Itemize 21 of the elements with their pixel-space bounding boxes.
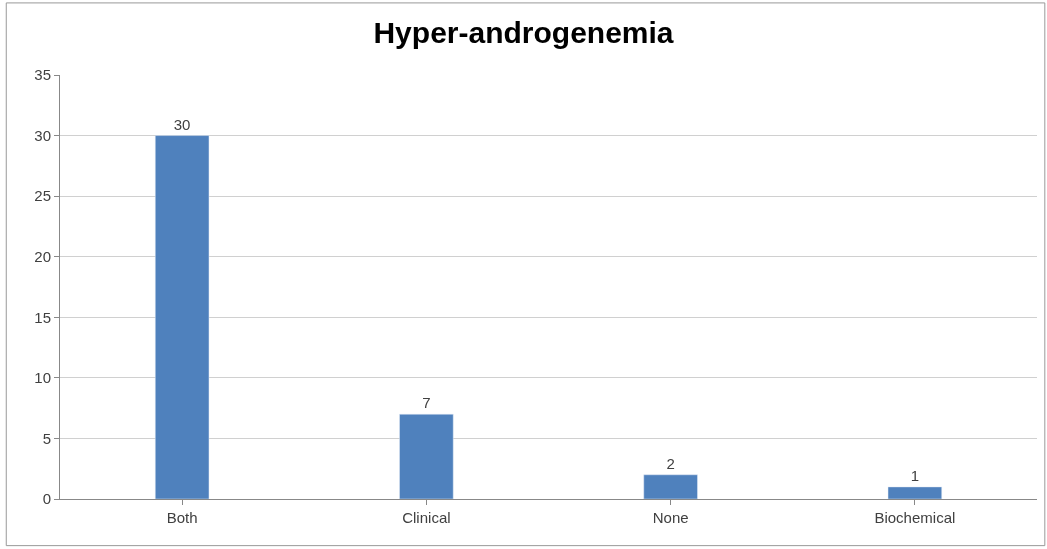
y-tick-label: 15 <box>34 308 51 326</box>
chart-title: Hyper-androgenemia <box>373 15 674 49</box>
x-tick-label: Clinical <box>402 509 451 526</box>
y-tick-label: 25 <box>34 187 51 205</box>
data-label: 30 <box>173 115 191 133</box>
y-tick-label: 20 <box>34 247 51 265</box>
y-tick-label: 10 <box>34 369 51 387</box>
bar <box>643 474 698 499</box>
x-tick-label: None <box>652 509 689 526</box>
data-label: 1 <box>910 466 920 484</box>
bar <box>155 135 210 499</box>
y-tick-label: 0 <box>42 490 51 508</box>
x-tick-label: Both <box>166 509 198 526</box>
data-label: 2 <box>666 454 675 472</box>
x-tick-label: Biochemical <box>874 509 956 526</box>
bar <box>887 486 942 499</box>
y-tick-label: 5 <box>42 429 51 447</box>
bar <box>399 413 454 499</box>
data-label: 7 <box>422 394 431 412</box>
y-tick-label: 30 <box>34 126 51 144</box>
y-tick-label: 35 <box>34 66 51 84</box>
